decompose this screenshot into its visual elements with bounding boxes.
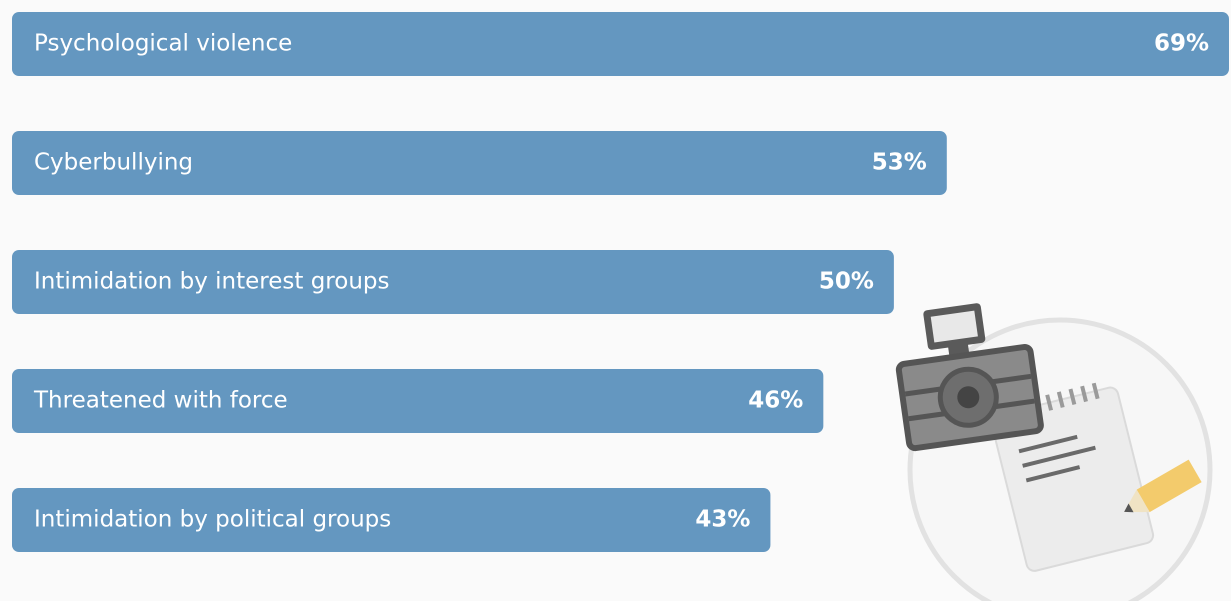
value-label: 50% — [819, 269, 874, 295]
bar — [12, 250, 894, 314]
value-label: 69% — [1154, 31, 1209, 57]
pencil — [1124, 459, 1202, 513]
value-label: 46% — [748, 388, 803, 414]
camera-flash-face — [930, 310, 978, 343]
category-label: Intimidation by political groups — [34, 507, 391, 533]
pencil-body — [1136, 459, 1202, 513]
category-label: Intimidation by interest groups — [34, 269, 389, 295]
camera — [895, 303, 1044, 452]
category-label: Threatened with force — [33, 388, 288, 414]
category-label: Psychological violence — [34, 31, 292, 57]
notepad-lines — [1018, 434, 1096, 483]
bar — [12, 488, 771, 552]
bar — [12, 369, 824, 433]
camera-lens-center — [957, 386, 980, 409]
pencil-lead — [1124, 503, 1134, 513]
illustration — [895, 303, 1213, 601]
value-label: 53% — [872, 150, 927, 176]
pencil-tip — [1124, 489, 1150, 513]
category-label: Cyberbullying — [34, 150, 193, 176]
value-label: 43% — [695, 507, 750, 533]
bar — [12, 131, 947, 195]
bar — [12, 12, 1229, 76]
